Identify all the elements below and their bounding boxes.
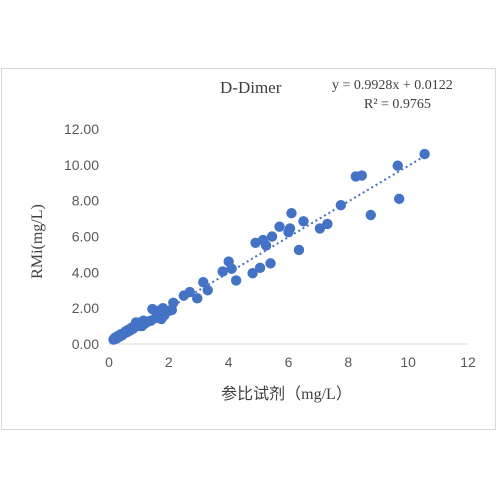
- data-point: [322, 218, 333, 230]
- x-tick-label: 12: [460, 354, 476, 370]
- x-tick-label: 0: [105, 354, 113, 370]
- data-point: [192, 293, 203, 304]
- data-point: [286, 208, 297, 219]
- data-point: [314, 223, 326, 234]
- y-tick-label: 10.00: [64, 157, 99, 173]
- data-point: [247, 268, 258, 279]
- x-tick-labels: 0 2 4 6 8 10 12: [105, 354, 476, 370]
- y-tick-label: 0.00: [72, 336, 99, 352]
- data-point: [168, 297, 179, 308]
- chart-frame: D-Dimer y = 0.9928x + 0.0122 R² = 0.9765…: [1, 68, 496, 430]
- data-point: [393, 193, 405, 205]
- x-axis-title: 参比试剂（mg/L）: [221, 385, 352, 403]
- data-point: [392, 160, 403, 171]
- data-point: [266, 231, 278, 242]
- r-squared-label: R² = 0.9765: [364, 97, 431, 112]
- y-tick-label: 8.00: [72, 193, 99, 209]
- data-point: [365, 209, 376, 221]
- chart-svg: D-Dimer y = 0.9928x + 0.0122 R² = 0.9765…: [29, 78, 476, 403]
- data-point: [293, 244, 305, 256]
- y-tick-label: 6.00: [72, 229, 99, 245]
- data-point: [217, 266, 228, 277]
- data-point: [274, 221, 285, 232]
- data-point: [202, 285, 213, 296]
- y-tick-label: 12.00: [64, 121, 99, 137]
- chart-title: D-Dimer: [220, 78, 282, 97]
- trendline-equation: y = 0.9928x + 0.0122: [332, 78, 453, 93]
- data-point: [298, 216, 309, 227]
- data-point: [184, 286, 195, 298]
- data-point: [230, 275, 242, 286]
- x-tick-label: 6: [285, 354, 293, 370]
- data-point: [260, 240, 272, 251]
- data-point: [419, 148, 430, 160]
- x-tick-label: 10: [400, 354, 416, 370]
- data-points: [108, 148, 430, 345]
- y-tick-labels: 0.00 2.00 4.00 6.00 8.00 10.00 12.00: [64, 121, 99, 352]
- data-point: [226, 263, 237, 274]
- data-point: [335, 199, 347, 211]
- x-tick-label: 2: [165, 354, 173, 370]
- data-point: [284, 223, 296, 234]
- data-point: [198, 276, 209, 288]
- y-axis-title: RMi(mg/L): [29, 204, 46, 279]
- y-tick-label: 4.00: [72, 264, 99, 280]
- data-point: [356, 170, 367, 181]
- x-tick-label: 8: [344, 354, 352, 370]
- y-tick-label: 2.00: [72, 300, 99, 316]
- data-point: [254, 262, 266, 274]
- data-point: [265, 258, 276, 269]
- x-tick-label: 4: [225, 354, 233, 370]
